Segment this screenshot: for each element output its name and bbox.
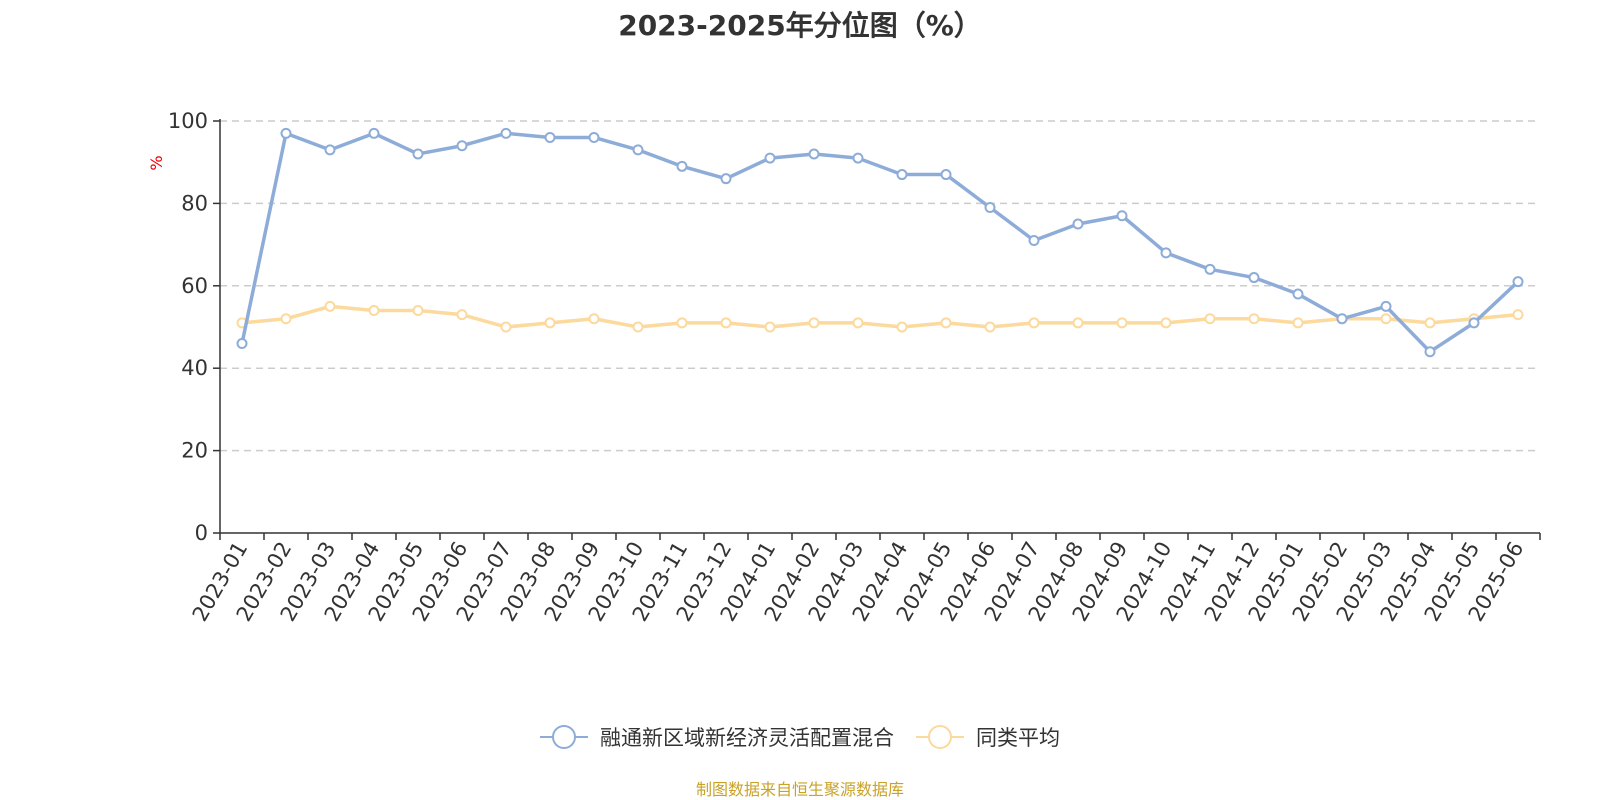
data-point-series-1[interactable] bbox=[1160, 247, 1172, 259]
legend-item-series-1[interactable]: 融通新区域新经济灵活配置混合 bbox=[540, 722, 894, 752]
data-point-series-1[interactable] bbox=[1204, 263, 1216, 275]
data-point-series-1[interactable] bbox=[588, 131, 600, 143]
data-point-series-1[interactable] bbox=[1072, 218, 1084, 230]
data-point-series-1[interactable] bbox=[764, 152, 776, 164]
data-point-series-1[interactable] bbox=[236, 337, 248, 349]
data-point-series-1[interactable] bbox=[1468, 317, 1480, 329]
data-point-series-1[interactable] bbox=[808, 148, 820, 160]
data-point-series-2[interactable] bbox=[852, 317, 864, 329]
data-point-series-1[interactable] bbox=[1292, 288, 1304, 300]
data-point-series-2[interactable] bbox=[1116, 317, 1128, 329]
data-point-series-1[interactable] bbox=[896, 169, 908, 181]
legend-symbol-series-2 bbox=[916, 724, 964, 750]
data-point-series-1[interactable] bbox=[1028, 234, 1040, 246]
data-point-series-2[interactable] bbox=[1512, 309, 1524, 321]
data-point-series-2[interactable] bbox=[1292, 317, 1304, 329]
data-point-series-2[interactable] bbox=[764, 321, 776, 333]
legend-symbol-series-1 bbox=[540, 724, 588, 750]
data-point-series-2[interactable] bbox=[1204, 313, 1216, 325]
data-point-series-2[interactable] bbox=[1424, 317, 1436, 329]
data-point-series-2[interactable] bbox=[1380, 313, 1392, 325]
data-point-series-2[interactable] bbox=[1072, 317, 1084, 329]
data-point-series-2[interactable] bbox=[632, 321, 644, 333]
data-point-series-2[interactable] bbox=[808, 317, 820, 329]
y-tick-label: 40 bbox=[181, 356, 208, 380]
data-point-series-2[interactable] bbox=[500, 321, 512, 333]
data-point-series-1[interactable] bbox=[412, 148, 424, 160]
data-point-series-2[interactable] bbox=[720, 317, 732, 329]
data-point-series-1[interactable] bbox=[368, 127, 380, 139]
data-point-series-2[interactable] bbox=[280, 313, 292, 325]
chart-legend: 融通新区域新经济灵活配置混合 同类平均 bbox=[0, 722, 1600, 752]
data-point-series-2[interactable] bbox=[588, 313, 600, 325]
data-point-series-1[interactable] bbox=[1512, 276, 1524, 288]
data-point-series-1[interactable] bbox=[852, 152, 864, 164]
y-tick-label: 100 bbox=[168, 109, 208, 133]
data-point-series-1[interactable] bbox=[984, 202, 996, 214]
y-tick-label: 20 bbox=[181, 439, 208, 463]
legend-item-series-2[interactable]: 同类平均 bbox=[916, 722, 1060, 752]
legend-label-series-1: 融通新区域新经济灵活配置混合 bbox=[600, 726, 894, 750]
data-point-series-2[interactable] bbox=[1160, 317, 1172, 329]
data-point-series-1[interactable] bbox=[632, 144, 644, 156]
legend-label-series-2: 同类平均 bbox=[976, 726, 1060, 750]
data-point-series-1[interactable] bbox=[1424, 346, 1436, 358]
data-point-series-2[interactable] bbox=[544, 317, 556, 329]
data-point-series-1[interactable] bbox=[720, 173, 732, 185]
data-point-series-1[interactable] bbox=[1336, 313, 1348, 325]
data-point-series-1[interactable] bbox=[1380, 300, 1392, 312]
data-point-series-2[interactable] bbox=[1028, 317, 1040, 329]
data-point-series-2[interactable] bbox=[456, 309, 468, 321]
data-point-series-2[interactable] bbox=[324, 300, 336, 312]
data-point-series-2[interactable] bbox=[368, 305, 380, 317]
data-point-series-2[interactable] bbox=[1248, 313, 1260, 325]
data-point-series-1[interactable] bbox=[1248, 272, 1260, 284]
y-tick-label: 60 bbox=[181, 274, 208, 298]
source-note: 制图数据来自恒生聚源数据库 bbox=[695, 780, 904, 799]
data-point-series-1[interactable] bbox=[676, 160, 688, 172]
data-point-series-1[interactable] bbox=[500, 127, 512, 139]
data-point-series-1[interactable] bbox=[456, 140, 468, 152]
data-point-series-1[interactable] bbox=[940, 169, 952, 181]
data-point-series-2[interactable] bbox=[896, 321, 908, 333]
data-point-series-1[interactable] bbox=[280, 127, 292, 139]
data-point-series-2[interactable] bbox=[412, 305, 424, 317]
data-point-series-2[interactable] bbox=[940, 317, 952, 329]
y-tick-label: 0 bbox=[195, 521, 208, 545]
series-line-1 bbox=[240, 131, 1520, 354]
y-tick-label: 80 bbox=[181, 191, 208, 215]
data-point-series-2[interactable] bbox=[676, 317, 688, 329]
data-point-series-1[interactable] bbox=[1116, 210, 1128, 222]
y-axis-unit-label: % bbox=[147, 155, 166, 170]
chart-title: 2023-2025年分位图（%） bbox=[618, 9, 982, 42]
data-point-series-2[interactable] bbox=[984, 321, 996, 333]
data-point-series-1[interactable] bbox=[324, 144, 336, 156]
series-line-2 bbox=[241, 304, 1519, 329]
data-point-series-1[interactable] bbox=[544, 131, 556, 143]
